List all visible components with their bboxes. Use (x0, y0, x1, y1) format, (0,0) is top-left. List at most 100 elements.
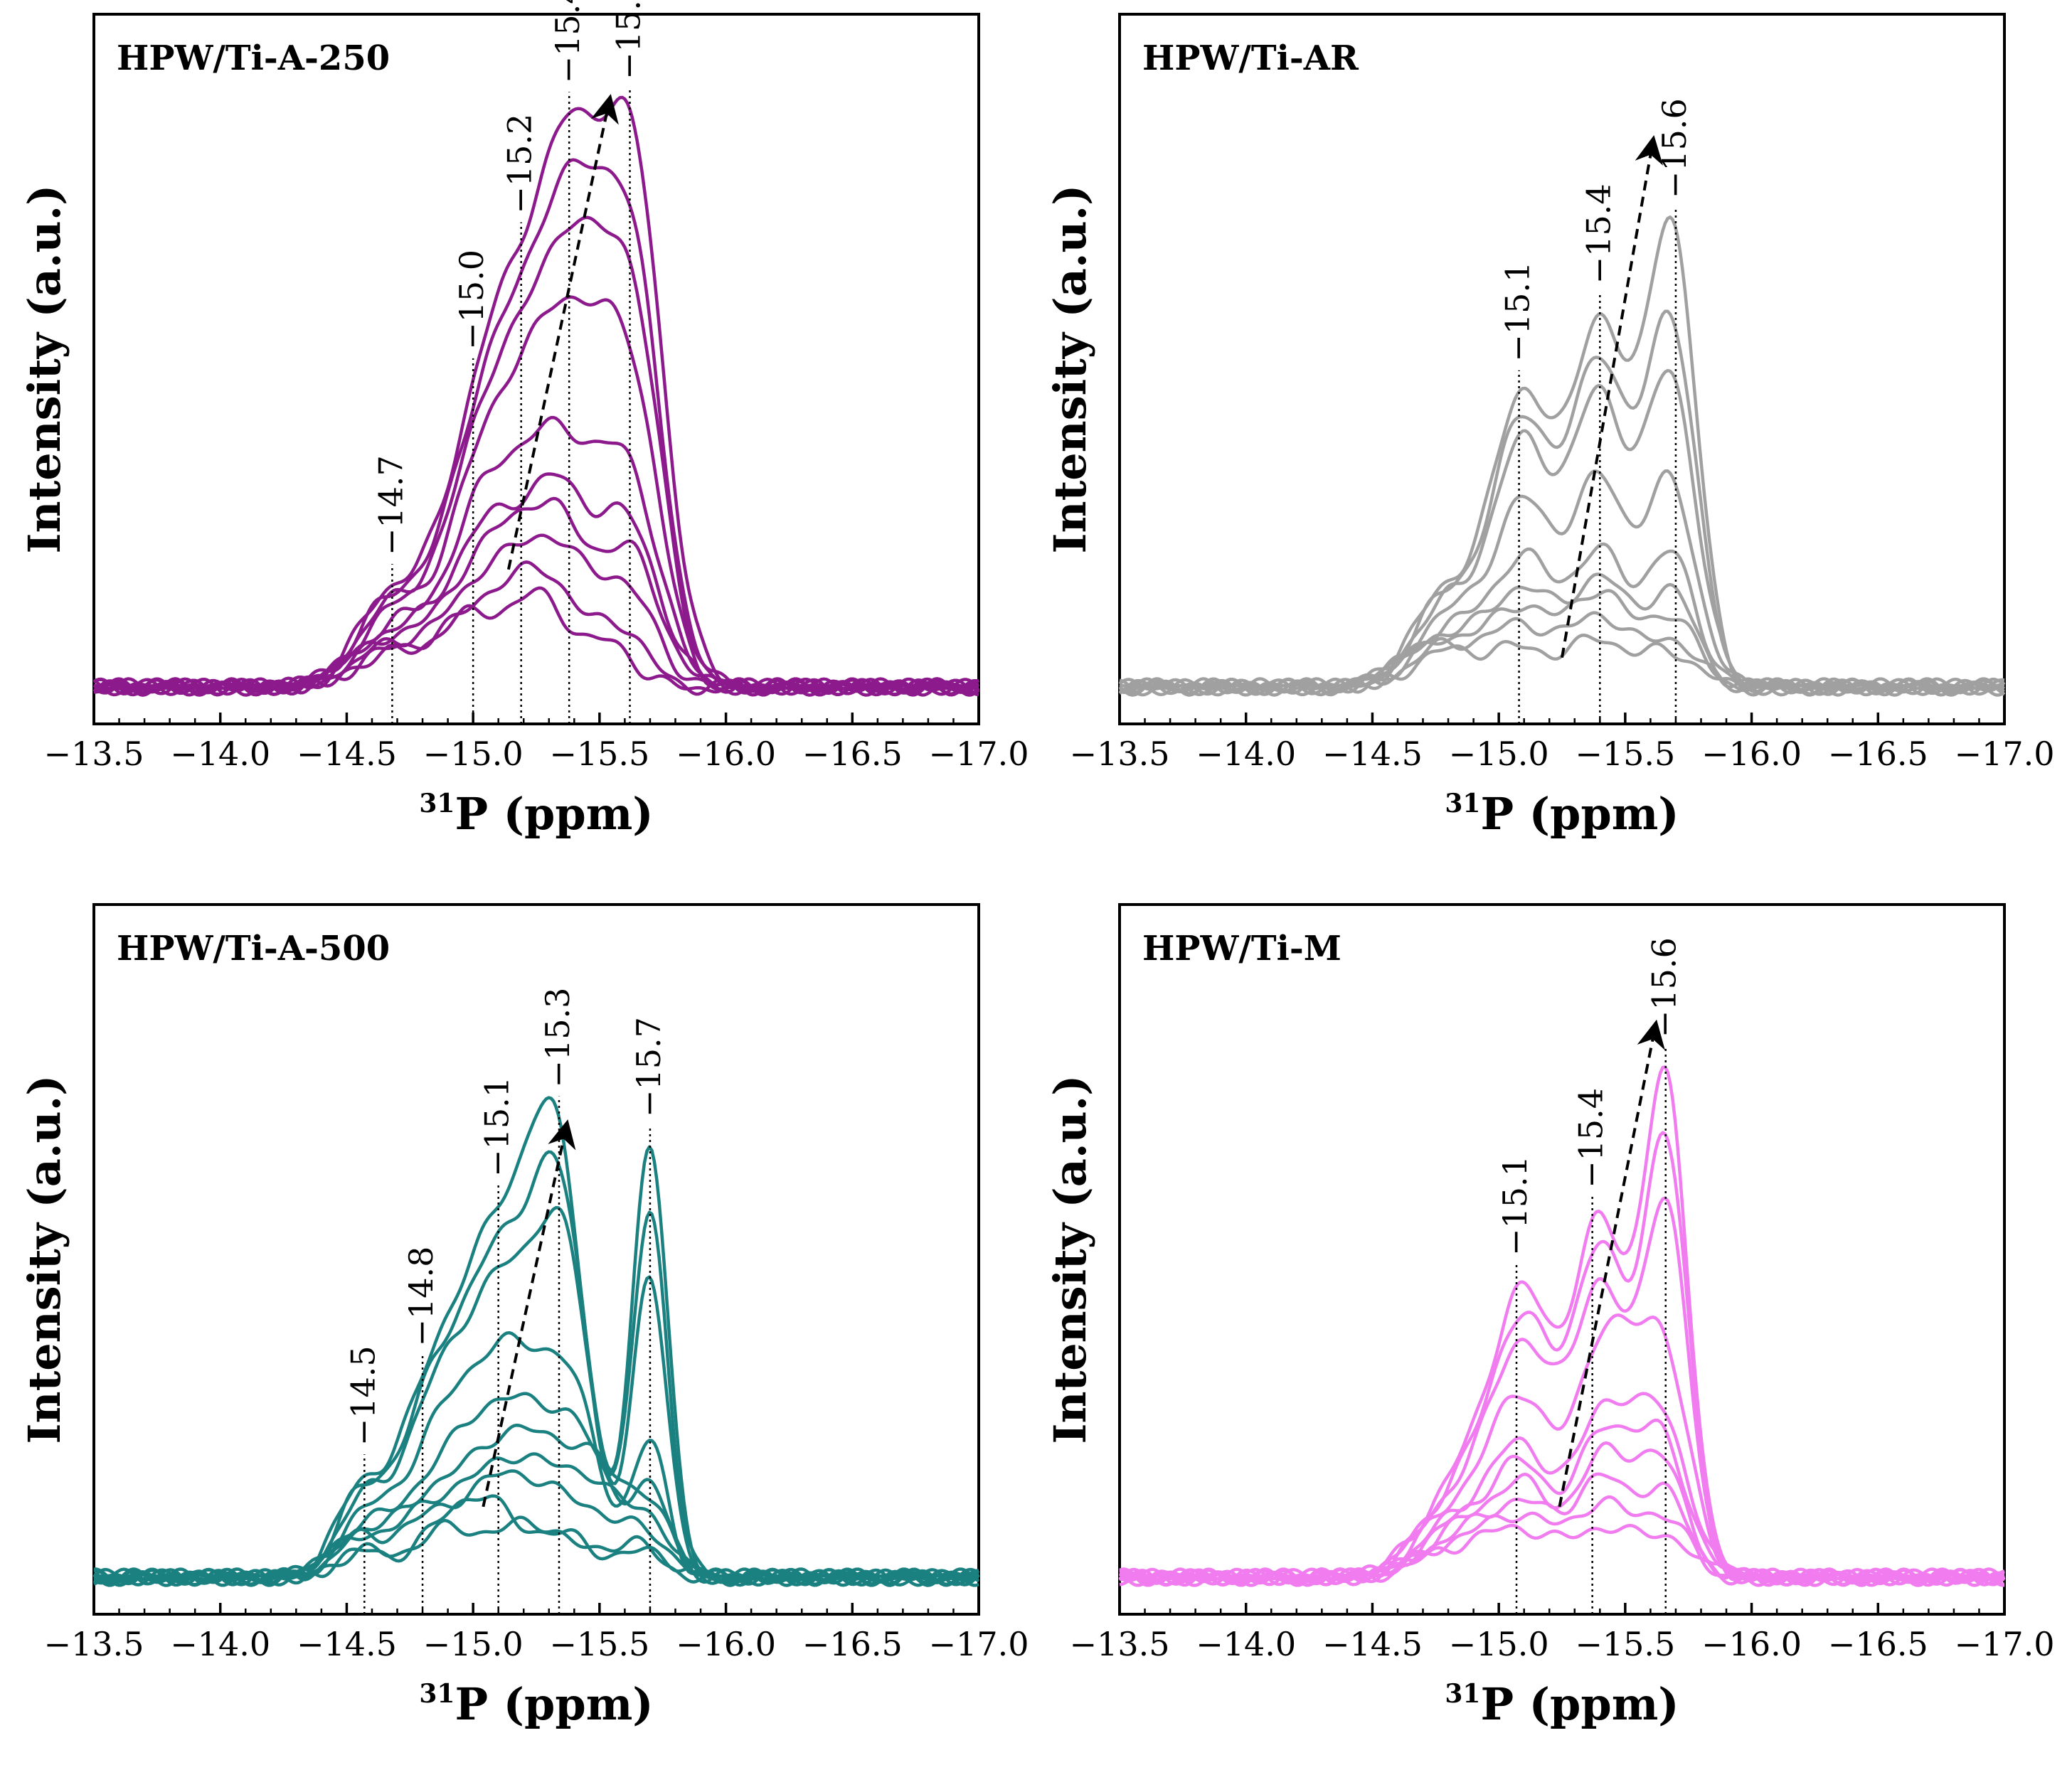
spectrum-trace-3 (93, 533, 979, 697)
peak-label: −15.0 (452, 250, 491, 350)
plot-frame (92, 13, 980, 725)
panel-3: −13.5 −14.0 −14.5 −15.0 −15.5 −16.0 −16.5 −17.0… (18, 903, 1029, 1730)
panel-title: HPW/Ti-A-250 (117, 38, 390, 78)
x-tick-label: −13.5 (1070, 1625, 1170, 1663)
spectrum-trace-7 (92, 295, 979, 697)
y-axis-label: Intensity (a.u.) (1044, 184, 1096, 553)
x-axis-label-text: P (ppm) (455, 788, 653, 840)
panel-2: −13.5 −14.0 −14.5 −15.0 −15.5 −16.0 −16.5 −17.0… (1044, 13, 2055, 840)
x-tick-label: −17.0 (929, 735, 1029, 773)
x-axis-label-superscript: 31 (419, 1679, 455, 1709)
x-axis-label-text: P (ppm) (455, 1678, 653, 1730)
x-tick-label: −14.0 (1196, 1625, 1296, 1663)
spectrum-trace-8 (1118, 1196, 2005, 1587)
x-tick-label: −15.5 (1575, 735, 1675, 773)
peak-label: −15.1 (478, 1077, 516, 1177)
x-tick-label: −14.5 (297, 1625, 397, 1663)
spectrum-trace-6 (92, 1392, 979, 1587)
peak-label: −15.4 (548, 0, 587, 83)
x-tick-label: −13.5 (1070, 735, 1170, 773)
x-axis-label-superscript: 31 (419, 789, 455, 818)
x-tick-label: −14.0 (170, 735, 270, 773)
x-tick-label: −17.0 (1955, 735, 2055, 773)
peak-label: −15.1 (1499, 262, 1537, 362)
spectrum-trace-2 (1120, 1495, 2005, 1587)
spectrum-trace-4 (93, 1452, 980, 1587)
x-tick-label: −15.5 (549, 1625, 649, 1663)
spectrum-trace-9 (92, 158, 980, 697)
peak-label: −15.6 (1645, 937, 1684, 1038)
spectrum-trace-10 (1119, 1065, 2006, 1587)
y-axis-label: Intensity (a.u.) (18, 1074, 70, 1444)
peak-label: −15.1 (1496, 1156, 1534, 1256)
panel-1: −13.5 −14.0 −14.5 −15.0 −15.5 −16.0 −16.5 −17.0… (18, 0, 1029, 840)
x-tick-label: −15.0 (423, 1625, 524, 1663)
x-tick-label: −16.0 (676, 735, 776, 773)
x-tick-label: −15.5 (549, 735, 649, 773)
x-axis-label-superscript: 31 (1445, 1679, 1480, 1709)
x-tick-label: −16.5 (1828, 735, 1928, 773)
spectrum-trace-4 (1118, 572, 2006, 697)
peak-label: −15.7 (629, 1017, 668, 1117)
x-axis-label-text: P (ppm) (1480, 788, 1679, 840)
panel-title: HPW/Ti-M (1142, 929, 1342, 969)
spectrum-trace-5 (93, 472, 980, 697)
peak-label: −15.4 (1579, 183, 1617, 284)
trend-arrow (506, 94, 619, 570)
x-tick-label: −14.0 (1196, 735, 1296, 773)
x-axis-label-superscript: 31 (1445, 789, 1480, 818)
panel-title: HPW/Ti-A-500 (117, 929, 390, 969)
x-tick-label: −15.0 (1449, 1625, 1549, 1663)
x-tick-label: −15.0 (423, 735, 524, 773)
x-tick-label: −15.5 (1575, 1625, 1675, 1663)
x-axis-label: 31P (ppm) (419, 788, 653, 840)
x-axis-label: 31P (ppm) (419, 1678, 653, 1730)
peak-label: −15.6 (1655, 98, 1694, 198)
x-tick-label: −16.0 (1701, 1625, 1802, 1663)
spectrum-trace-2 (92, 560, 980, 697)
x-tick-label: −15.0 (1449, 735, 1549, 773)
peak-label: −14.8 (402, 1247, 440, 1347)
peak-label: −14.5 (344, 1345, 382, 1446)
spectrum-trace-8 (1119, 309, 2005, 697)
spectrum-trace-10 (93, 1096, 979, 1587)
x-tick-label: −16.0 (676, 1625, 776, 1663)
trend-arrow (1558, 1019, 1665, 1508)
spectrum-trace-4 (92, 496, 980, 697)
peak-label: −15.3 (538, 988, 577, 1088)
plot-frame (1118, 903, 2006, 1616)
y-axis-label: Intensity (a.u.) (18, 184, 70, 553)
spectrum-trace-5 (93, 1423, 979, 1587)
plot-frame (92, 903, 980, 1616)
spectrum-trace-3 (1119, 589, 2005, 697)
x-tick-label: −13.5 (44, 1625, 144, 1663)
x-tick-label: −14.5 (1322, 1625, 1423, 1663)
spectrum-trace-7 (93, 1330, 979, 1587)
panel-4: −13.5 −14.0 −14.5 −15.0 −15.5 −16.0 −16.5 −17.0… (1044, 903, 2054, 1730)
spectrum-trace-9 (1118, 215, 2006, 696)
y-axis-label: Intensity (a.u.) (1044, 1074, 1096, 1444)
spectrum-trace-9 (1119, 1131, 2005, 1586)
panel-title: HPW/Ti-AR (1142, 38, 1359, 78)
x-tick-label: −14.0 (170, 1625, 270, 1663)
x-tick-label: −16.5 (802, 1625, 903, 1663)
x-tick-label: −16.0 (1701, 735, 1802, 773)
plot-frame (1118, 13, 2006, 725)
spectrum-trace-5 (1118, 1418, 2005, 1587)
peak-label: −15.4 (1572, 1088, 1610, 1188)
spectrum-trace-7 (1119, 368, 2006, 697)
x-tick-label: −17.0 (929, 1625, 1029, 1663)
x-tick-label: −16.5 (1828, 1625, 1928, 1663)
spectrum-trace-9 (92, 1150, 980, 1587)
peak-label: −15.2 (501, 114, 539, 214)
x-tick-label: −13.5 (44, 735, 144, 773)
spectrum-trace-8 (93, 215, 979, 697)
x-tick-label: −16.5 (802, 735, 903, 773)
spectrum-trace-6 (1119, 469, 2006, 697)
x-tick-label: −14.5 (297, 735, 397, 773)
x-tick-label: −14.5 (1322, 735, 1423, 773)
x-axis-label: 31P (ppm) (1445, 788, 1679, 840)
trend-arrow (482, 1119, 576, 1508)
x-axis-label-text: P (ppm) (1480, 1678, 1679, 1730)
